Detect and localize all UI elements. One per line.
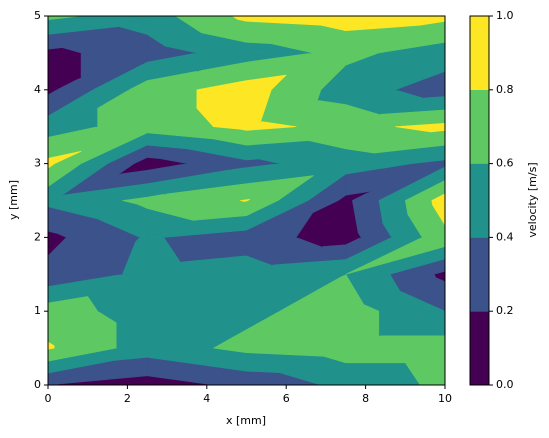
colorbar-tick-label: 0.0	[496, 378, 514, 391]
contour-region	[146, 194, 165, 201]
x-tick-label: 2	[124, 392, 131, 405]
axes-frame	[47, 15, 446, 386]
x-axis-label: x [mm]	[226, 414, 266, 427]
contour-region	[146, 71, 198, 91]
y-axis-label: y [mm]	[7, 180, 20, 220]
contour-region	[345, 273, 365, 312]
contour-region	[345, 104, 380, 127]
y-tick-label: 4	[34, 83, 41, 96]
colorbar-tick-label: 1.0	[496, 9, 514, 22]
x-tick-label: 0	[45, 392, 52, 405]
colorbar-segment	[470, 163, 489, 238]
y-tick-label: 5	[34, 9, 41, 22]
colorbar-segment	[470, 16, 489, 90]
y-tick-label: 0	[34, 378, 41, 391]
colorbar-label: velocity [m/s]	[526, 162, 539, 237]
y-tick-label: 2	[34, 230, 41, 243]
y-tick-label: 1	[34, 304, 41, 317]
y-tick-label: 3	[34, 157, 41, 170]
colorbar-tick-label: 0.8	[496, 83, 514, 96]
colorbar-segment	[470, 237, 489, 312]
colorbar-tick-label: 0.2	[496, 304, 514, 317]
x-tick-label: 10	[438, 392, 452, 405]
colorbar-segment	[470, 311, 489, 385]
colorbar-tick-label: 0.4	[496, 230, 514, 243]
plot-area	[47, 15, 446, 386]
contour-region	[246, 255, 272, 275]
contour-region	[246, 74, 287, 91]
colorbar-tick-label: 0.6	[496, 157, 514, 170]
colorbar-frame	[469, 15, 490, 386]
x-tick-label: 4	[203, 392, 210, 405]
colorbar-segment	[470, 89, 489, 164]
x-tick-label: 8	[362, 392, 369, 405]
x-tick-label: 6	[283, 392, 290, 405]
contour-region	[246, 199, 250, 201]
